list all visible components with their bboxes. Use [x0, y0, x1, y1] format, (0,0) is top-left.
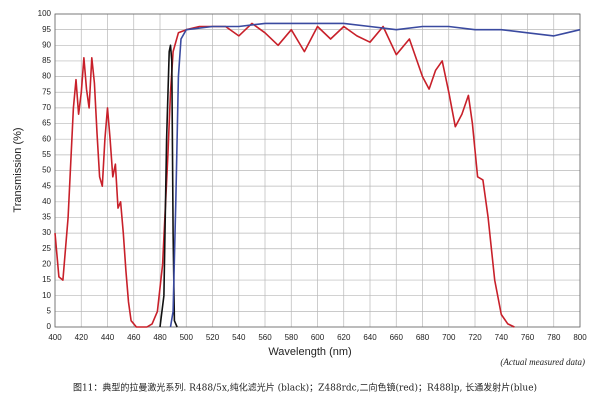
y-tick-label: 30: [42, 228, 51, 237]
x-tick-label: 420: [75, 333, 89, 342]
x-tick-label: 560: [258, 333, 272, 342]
y-tick-label: 60: [42, 134, 51, 143]
y-tick-label: 65: [42, 119, 51, 128]
x-tick-label: 400: [48, 333, 62, 342]
x-tick-label: 780: [547, 333, 561, 342]
x-tick-label: 720: [468, 333, 482, 342]
x-tick-label: 520: [206, 333, 220, 342]
y-tick-label: 45: [42, 181, 51, 190]
x-tick-label: 640: [363, 333, 377, 342]
y-axis-label: Transmission (%): [12, 127, 24, 212]
y-tick-label: 95: [42, 25, 51, 34]
y-tick-label: 20: [42, 260, 51, 269]
x-tick-label: 500: [180, 333, 194, 342]
y-tick-label: 0: [47, 322, 52, 331]
x-tick-label: 480: [153, 333, 167, 342]
y-tick-label: 5: [47, 306, 52, 315]
y-tick-label: 90: [42, 40, 51, 49]
x-tick-label: 700: [442, 333, 456, 342]
y-tick-label: 75: [42, 87, 51, 96]
x-tick-label: 680: [416, 333, 430, 342]
y-tick-label: 70: [42, 103, 51, 112]
annotation: (Actual measured data): [500, 357, 585, 367]
caption: 图11：典型的拉曼激光系列. R488/5x,纯化滤光片 (black)；Z48…: [73, 382, 537, 394]
x-tick-label: 460: [127, 333, 141, 342]
x-tick-label: 740: [495, 333, 509, 342]
y-tick-label: 85: [42, 56, 51, 65]
x-tick-label: 620: [337, 333, 351, 342]
x-axis-label: Wavelength (nm): [268, 346, 351, 358]
x-tick-label: 540: [232, 333, 246, 342]
y-tick-label: 40: [42, 197, 51, 206]
y-tick-label: 25: [42, 244, 51, 253]
x-tick-label: 580: [285, 333, 299, 342]
y-tick-label: 50: [42, 166, 51, 175]
x-tick-label: 800: [573, 333, 587, 342]
plot-frame: [54, 13, 581, 328]
y-tick-label: 80: [42, 72, 51, 81]
y-tick-label: 10: [42, 291, 51, 300]
x-tick-label: 600: [311, 333, 325, 342]
series-line: [169, 22, 581, 328]
x-tick-label: 660: [390, 333, 404, 342]
series-line: [54, 22, 515, 328]
y-tick-label: 15: [42, 275, 51, 284]
y-tick-label: 35: [42, 213, 51, 222]
x-tick-label: 760: [521, 333, 535, 342]
y-tick-label: 100: [38, 9, 52, 18]
y-tick-label: 55: [42, 150, 51, 159]
x-tick-label: 440: [101, 333, 115, 342]
